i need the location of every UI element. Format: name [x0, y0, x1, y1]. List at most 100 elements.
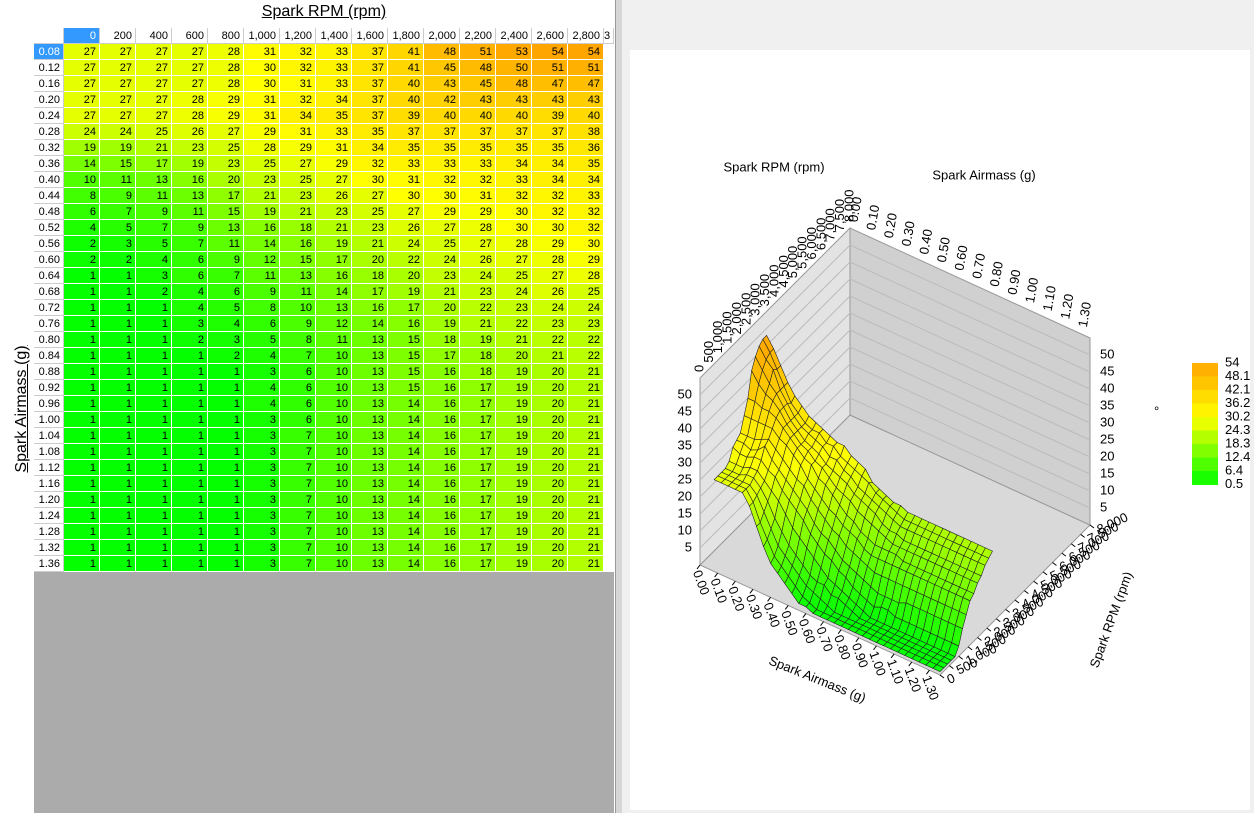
table-cell[interactable]: 1 [64, 364, 100, 380]
row-header[interactable]: 0.64 [34, 268, 64, 284]
table-cell[interactable]: 37 [388, 124, 424, 140]
table-cell[interactable]: 15 [208, 204, 244, 220]
table-cell[interactable]: 1 [136, 316, 172, 332]
table-cell[interactable]: 18 [280, 220, 316, 236]
table-cell[interactable]: 45 [460, 76, 496, 92]
row-header[interactable]: 1.16 [34, 476, 64, 492]
table-cell[interactable]: 16 [352, 300, 388, 316]
table-cell[interactable]: 37 [352, 92, 388, 108]
table-cell[interactable]: 8 [280, 332, 316, 348]
table-cell[interactable]: 33 [316, 60, 352, 76]
table-cell[interactable]: 20 [532, 428, 568, 444]
table-cell[interactable]: 1 [136, 364, 172, 380]
table-cell[interactable]: 23 [532, 316, 568, 332]
table-cell[interactable]: 14 [388, 412, 424, 428]
table-cell[interactable]: 7 [280, 524, 316, 540]
table-cell[interactable]: 21 [568, 444, 604, 460]
row-header[interactable]: 0.56 [34, 236, 64, 252]
table-cell[interactable]: 1 [64, 332, 100, 348]
table-cell[interactable]: 16 [172, 172, 208, 188]
row-header[interactable]: 0.88 [34, 364, 64, 380]
table-cell[interactable]: 24 [532, 300, 568, 316]
table-cell[interactable]: 1 [172, 460, 208, 476]
row-header[interactable]: 0.72 [34, 300, 64, 316]
column-header[interactable]: 2,600 [532, 28, 568, 44]
table-cell[interactable]: 1 [100, 524, 136, 540]
table-cell[interactable]: 3 [208, 332, 244, 348]
table-cell[interactable]: 4 [64, 220, 100, 236]
table-cell[interactable]: 34 [532, 156, 568, 172]
table-cell[interactable]: 37 [352, 44, 388, 60]
table-cell[interactable]: 48 [496, 76, 532, 92]
table-cell[interactable]: 10 [316, 348, 352, 364]
table-cell[interactable]: 27 [172, 76, 208, 92]
table-cell[interactable]: 3 [244, 444, 280, 460]
table-cell[interactable]: 29 [568, 252, 604, 268]
table-cell[interactable]: 19 [496, 460, 532, 476]
table-cell[interactable]: 10 [316, 476, 352, 492]
table-cell[interactable]: 31 [316, 140, 352, 156]
table-cell[interactable]: 1 [100, 428, 136, 444]
table-cell[interactable]: 28 [496, 236, 532, 252]
table-cell[interactable]: 20 [532, 492, 568, 508]
table-cell[interactable]: 16 [280, 236, 316, 252]
table-cell[interactable]: 25 [208, 140, 244, 156]
table-cell[interactable]: 20 [388, 268, 424, 284]
table-cell[interactable]: 7 [280, 444, 316, 460]
table-cell[interactable]: 1 [136, 556, 172, 572]
table-cell[interactable]: 10 [316, 380, 352, 396]
table-cell[interactable]: 1 [64, 284, 100, 300]
table-cell[interactable]: 1 [64, 412, 100, 428]
table-cell[interactable]: 27 [136, 76, 172, 92]
table-cell[interactable]: 33 [568, 188, 604, 204]
table-cell[interactable]: 27 [460, 236, 496, 252]
table-cell[interactable]: 41 [388, 60, 424, 76]
table-cell[interactable]: 16 [424, 364, 460, 380]
table-cell[interactable]: 19 [496, 476, 532, 492]
table-cell[interactable]: 23 [172, 140, 208, 156]
table-cell[interactable]: 33 [496, 172, 532, 188]
table-cell[interactable]: 10 [316, 396, 352, 412]
table-cell[interactable]: 3 [172, 316, 208, 332]
table-cell[interactable]: 19 [388, 284, 424, 300]
table-cell[interactable]: 19 [316, 236, 352, 252]
table-cell[interactable]: 13 [136, 172, 172, 188]
table-cell[interactable]: 20 [532, 380, 568, 396]
table-cell[interactable]: 9 [208, 252, 244, 268]
table-cell[interactable]: 27 [172, 44, 208, 60]
table-cell[interactable]: 6 [172, 268, 208, 284]
table-cell[interactable]: 32 [532, 188, 568, 204]
table-cell[interactable]: 6 [280, 396, 316, 412]
table-cell[interactable]: 1 [64, 316, 100, 332]
table-cell[interactable]: 1 [64, 396, 100, 412]
table-cell[interactable]: 27 [316, 172, 352, 188]
table-cell[interactable]: 2 [64, 252, 100, 268]
table-cell[interactable]: 13 [352, 380, 388, 396]
table-cell[interactable]: 17 [352, 284, 388, 300]
table-cell[interactable]: 22 [568, 348, 604, 364]
table-cell[interactable]: 27 [136, 60, 172, 76]
table-cell[interactable]: 1 [172, 492, 208, 508]
table-cell[interactable]: 1 [208, 364, 244, 380]
table-cell[interactable]: 30 [388, 188, 424, 204]
table-cell[interactable]: 32 [424, 172, 460, 188]
table-cell[interactable]: 1 [208, 492, 244, 508]
table-cell[interactable]: 15 [280, 252, 316, 268]
table-cell[interactable]: 16 [316, 268, 352, 284]
table-cell[interactable]: 7 [136, 220, 172, 236]
table-cell[interactable]: 50 [496, 60, 532, 76]
table-cell[interactable]: 12 [244, 252, 280, 268]
table-cell[interactable]: 1 [64, 492, 100, 508]
table-cell[interactable]: 27 [136, 108, 172, 124]
row-header[interactable]: 0.40 [34, 172, 64, 188]
table-cell[interactable]: 37 [424, 124, 460, 140]
table-cell[interactable]: 12 [316, 316, 352, 332]
table-cell[interactable]: 20 [496, 348, 532, 364]
table-cell[interactable]: 28 [532, 252, 568, 268]
table-cell[interactable]: 31 [280, 76, 316, 92]
table-cell[interactable]: 3 [244, 556, 280, 572]
table-cell[interactable]: 1 [172, 444, 208, 460]
table-cell[interactable]: 21 [568, 476, 604, 492]
table-cell[interactable]: 19 [496, 428, 532, 444]
table-cell[interactable]: 17 [388, 300, 424, 316]
